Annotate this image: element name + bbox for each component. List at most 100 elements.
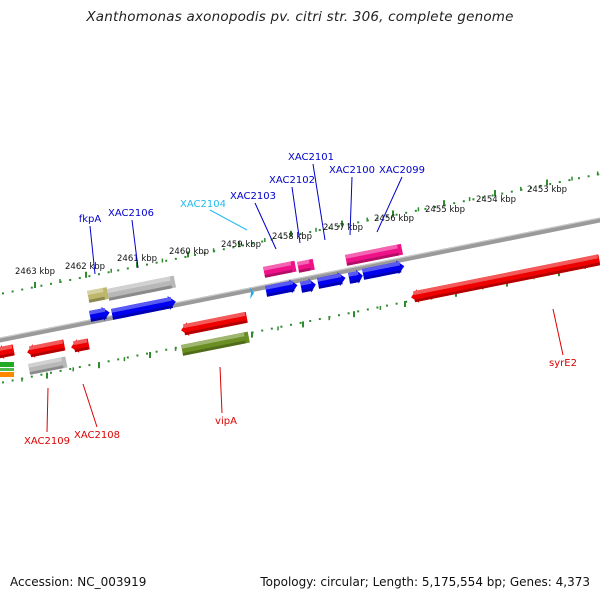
feature-XAC2100-highlight — [348, 271, 359, 277]
gene-label-xac2104: XAC2104 — [180, 199, 226, 210]
inner-track-dot — [270, 327, 273, 330]
inner-track-dot — [366, 308, 369, 311]
leader-line — [46, 387, 49, 433]
leader-line — [219, 366, 223, 414]
feature-offscreen-left — [0, 344, 15, 359]
gene-labels-layer: fkpA XAC2106 XAC2104 XAC2103 XAC2102 XAC2101 X… — [24, 152, 577, 447]
feature-offscreen-left-highlight — [0, 344, 13, 352]
outer-track-dot — [568, 179, 571, 182]
outer-track-dot — [232, 246, 235, 249]
feature-XAC2103 — [265, 279, 298, 297]
outer-track-dot — [117, 269, 120, 272]
feature-XAC2099-shadow — [363, 269, 402, 280]
scale-label: 2458 kbp — [272, 232, 312, 242]
outer-track-dot — [50, 282, 52, 285]
feature-XAC2103-box-highlight — [263, 261, 292, 271]
feature-green-fragment-2 — [0, 368, 14, 371]
feature-XAC2108-shadow — [74, 346, 89, 353]
inner-track-dot — [299, 321, 302, 324]
feature-XAC2108 — [71, 338, 90, 353]
feature-fkpA — [89, 306, 110, 322]
outer-track-dot — [414, 209, 417, 212]
feature-vipA-box-shadow — [182, 340, 246, 356]
leader-line — [291, 186, 301, 244]
feature-XAC2103-box-shadow — [264, 269, 293, 278]
inner-track-dot — [261, 329, 264, 332]
outer-track-dot — [146, 263, 148, 266]
inner-track-dot — [136, 354, 139, 357]
gene-label-xac2108: XAC2108 — [74, 430, 120, 441]
outer-track-dot — [165, 259, 168, 262]
leader-lines-layer — [46, 163, 564, 433]
feature-XAC2101 — [317, 272, 346, 289]
inner-track-dot — [405, 300, 408, 303]
feature-XAC2102-box-shadow — [298, 267, 311, 273]
outer-track-dot — [578, 177, 580, 180]
inner-track-dot — [309, 319, 312, 322]
feature-XAC2103-box — [263, 260, 297, 278]
outer-track-dot — [30, 286, 33, 289]
feature-XAC2101-highlight — [317, 273, 342, 282]
outer-track-dot — [338, 225, 340, 228]
inner-track-dot — [347, 312, 350, 315]
outer-track-dot — [510, 190, 513, 193]
feature-XAC2103-highlight — [265, 280, 294, 290]
feature-syrE2-highlight — [412, 254, 599, 296]
inner-track-dot — [126, 356, 129, 359]
outer-track-dot — [395, 213, 398, 216]
feature-XAC2100 — [348, 269, 363, 284]
outer-track-dot — [299, 232, 302, 235]
outer-track-dot — [69, 278, 72, 281]
feature-XAC2100-box — [345, 243, 404, 266]
inner-track-dot — [280, 325, 283, 328]
gene-label-xac2101: XAC2101 — [288, 152, 334, 163]
inner-track-dot — [50, 371, 52, 374]
leader-line — [254, 202, 277, 250]
outer-track-dot — [405, 211, 408, 214]
leader-line — [131, 219, 139, 269]
outer-track-dot — [462, 200, 465, 203]
feature-vipA — [181, 311, 248, 336]
inner-track-dot — [40, 373, 43, 376]
inner-track-dot — [30, 375, 33, 378]
outer-track-dot — [222, 248, 225, 251]
scale-label: 2454 kbp — [476, 195, 516, 205]
inner-track-dot — [88, 364, 91, 367]
feature-XAC2108-highlight — [72, 338, 88, 346]
outer-track-dot — [107, 271, 110, 274]
feature-XAC2099 — [362, 260, 405, 280]
outer-track-dot — [472, 198, 475, 201]
gene-label-vipa: vipA — [215, 416, 237, 427]
inner-track-dot — [318, 318, 321, 321]
feature-fkpA-shadow — [90, 315, 107, 322]
feature-XAC2106-shadow — [112, 305, 173, 320]
feature-fkpA-box-highlight — [87, 287, 104, 296]
gene-label-xac2100: XAC2100 — [329, 165, 375, 176]
outer-track-dot — [434, 206, 436, 208]
inner-track-dot — [155, 350, 158, 353]
outer-track-dot — [501, 192, 504, 195]
feature-syrE2 — [411, 254, 600, 303]
outer-track-dot — [328, 227, 331, 230]
gene-label-xac2103: XAC2103 — [230, 191, 276, 202]
outer-track-dot — [376, 217, 379, 220]
feature-XAC2101-shadow — [318, 281, 343, 289]
leader-line — [376, 176, 403, 233]
inner-track-dot — [146, 352, 148, 355]
feature-XAC2109-shadow — [30, 347, 65, 358]
scale-label: 2459 kbp — [221, 240, 261, 250]
inner-track-dot — [376, 306, 379, 309]
feature-XAC2109 — [27, 339, 66, 358]
feature-XAC2102-highlight — [300, 279, 312, 286]
scale-label: 2455 kbp — [425, 205, 465, 215]
inner-track-dot — [357, 310, 360, 313]
feature-XAC2104 — [250, 287, 254, 299]
outer-track-dot — [126, 267, 129, 270]
feature-offscreen-left-shadow — [0, 352, 14, 359]
outer-track-dot — [491, 194, 494, 197]
outer-track-dot — [21, 288, 24, 291]
feature-XAC2099-highlight — [362, 261, 401, 273]
